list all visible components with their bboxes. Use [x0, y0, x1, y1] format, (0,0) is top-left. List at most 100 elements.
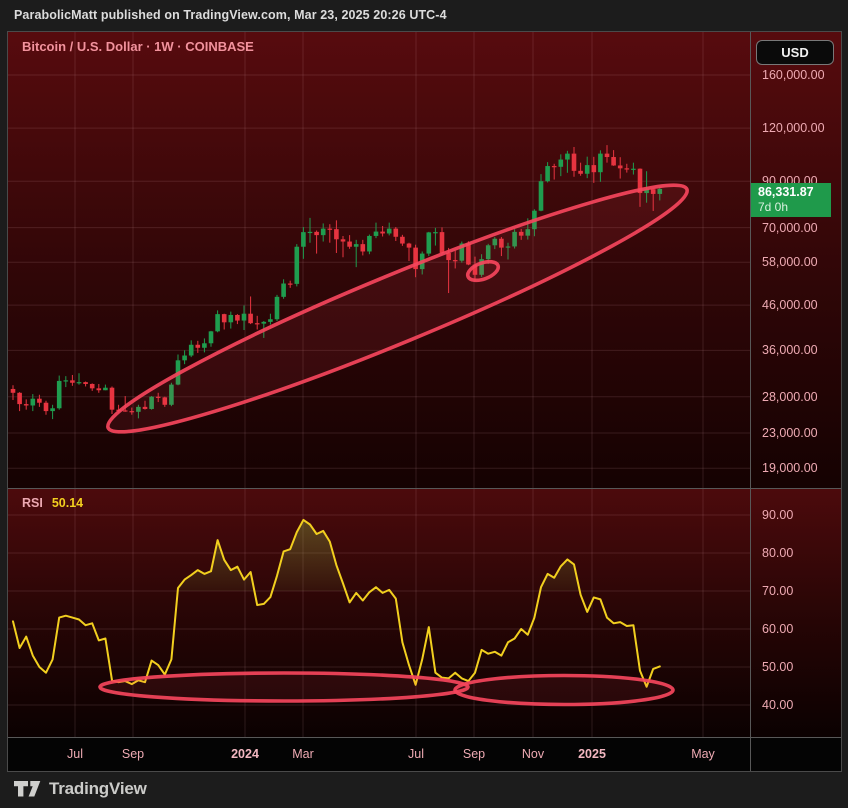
candle[interactable] [281, 279, 286, 299]
rsi-support-ellipse-2-annotation[interactable] [453, 673, 675, 707]
candle[interactable] [505, 242, 511, 260]
candle[interactable] [413, 244, 418, 278]
candle[interactable] [169, 382, 174, 407]
candle[interactable] [208, 330, 214, 347]
candle[interactable] [241, 305, 247, 330]
candle[interactable] [235, 314, 240, 325]
candle[interactable] [367, 234, 372, 255]
candle[interactable] [624, 163, 630, 173]
candle[interactable] [571, 147, 577, 177]
candle[interactable] [545, 162, 550, 183]
tradingview-wordmark[interactable]: TradingView [49, 779, 147, 798]
candle[interactable] [598, 150, 603, 182]
candle[interactable] [433, 227, 438, 246]
candle[interactable] [400, 234, 405, 246]
candle[interactable] [439, 227, 445, 255]
candle[interactable] [565, 150, 570, 173]
candle[interactable] [149, 396, 154, 410]
candle[interactable] [657, 186, 663, 201]
candle[interactable] [578, 162, 583, 176]
candle[interactable] [406, 242, 412, 262]
candle[interactable] [334, 220, 339, 253]
candle[interactable] [188, 340, 194, 358]
candle[interactable] [631, 162, 636, 175]
candle[interactable] [76, 373, 82, 385]
rsi-chart-canvas[interactable] [8, 489, 750, 737]
price-chart-canvas[interactable] [8, 32, 750, 488]
candle[interactable] [472, 256, 478, 281]
rsi-axis[interactable]: 90.00 80.00 70.00 60.00 50.00 40.00 [750, 489, 841, 737]
candle[interactable] [558, 154, 564, 177]
candle[interactable] [347, 235, 352, 249]
candle[interactable] [294, 244, 300, 287]
candle[interactable] [56, 375, 62, 410]
candle[interactable] [380, 226, 385, 237]
candle[interactable] [182, 350, 187, 365]
trendline-retest-ellipse-annotation[interactable] [465, 258, 501, 284]
candle[interactable] [221, 313, 227, 330]
candle[interactable] [650, 188, 656, 211]
currency-button[interactable]: USD [756, 40, 834, 65]
candle[interactable] [30, 394, 36, 412]
candle[interactable] [538, 174, 544, 212]
candle[interactable] [155, 392, 161, 403]
candle[interactable] [254, 315, 260, 330]
rsi-support-ellipse-1-annotation[interactable] [98, 671, 470, 703]
candle[interactable] [360, 239, 366, 256]
candle[interactable] [604, 145, 610, 163]
pane-separator[interactable] [8, 488, 841, 489]
candle[interactable] [50, 404, 55, 420]
candle[interactable] [307, 217, 313, 243]
candle[interactable] [274, 294, 280, 321]
candle[interactable] [426, 231, 432, 257]
candle[interactable] [551, 163, 557, 180]
candle[interactable] [37, 394, 42, 407]
candle[interactable] [479, 254, 484, 277]
candle[interactable] [89, 383, 95, 391]
candle[interactable] [70, 374, 75, 386]
candle[interactable] [122, 396, 128, 412]
candle[interactable] [202, 338, 207, 353]
candle[interactable] [136, 404, 141, 419]
candle[interactable] [386, 222, 392, 236]
candle[interactable] [103, 384, 108, 391]
price-axis[interactable]: USD 160,000.00 120,000.00 90,000.00 70,000.… [750, 32, 841, 488]
candle[interactable] [129, 407, 135, 415]
candle[interactable] [63, 376, 69, 388]
candle[interactable] [162, 396, 168, 407]
candle[interactable] [492, 237, 498, 250]
candle[interactable] [314, 230, 319, 254]
candle[interactable] [215, 310, 220, 333]
candle[interactable] [10, 385, 16, 401]
candle[interactable] [637, 168, 643, 207]
candle[interactable] [96, 383, 102, 393]
candle[interactable] [499, 237, 504, 257]
candle[interactable] [17, 392, 22, 412]
candle[interactable] [353, 239, 359, 268]
candle[interactable] [142, 400, 148, 410]
candle[interactable] [452, 250, 458, 269]
symbol-legend[interactable]: Bitcoin / U.S. Dollar · 1W · COINBASE [22, 39, 254, 54]
candle[interactable] [393, 227, 399, 241]
candle[interactable] [228, 311, 234, 329]
candle[interactable] [512, 229, 517, 249]
candle[interactable] [373, 222, 379, 239]
candle[interactable] [518, 228, 524, 240]
candle[interactable] [109, 386, 115, 414]
candle[interactable] [446, 247, 451, 294]
candle[interactable] [23, 399, 29, 410]
candle[interactable] [320, 223, 326, 242]
candle[interactable] [591, 156, 597, 183]
candle[interactable] [584, 156, 590, 179]
candle[interactable] [83, 381, 88, 387]
candle[interactable] [248, 296, 253, 325]
candle[interactable] [43, 400, 49, 415]
candle[interactable] [340, 235, 346, 258]
candle[interactable] [287, 280, 293, 288]
candle[interactable] [268, 313, 273, 325]
candle[interactable] [327, 224, 333, 243]
time-axis[interactable]: Jul Sep 2024 Mar Jul Sep Nov 2025 May [8, 738, 841, 771]
candle[interactable] [301, 227, 306, 259]
candle[interactable] [195, 340, 201, 353]
uptrend-channel-ellipse-annotation[interactable] [95, 158, 700, 459]
